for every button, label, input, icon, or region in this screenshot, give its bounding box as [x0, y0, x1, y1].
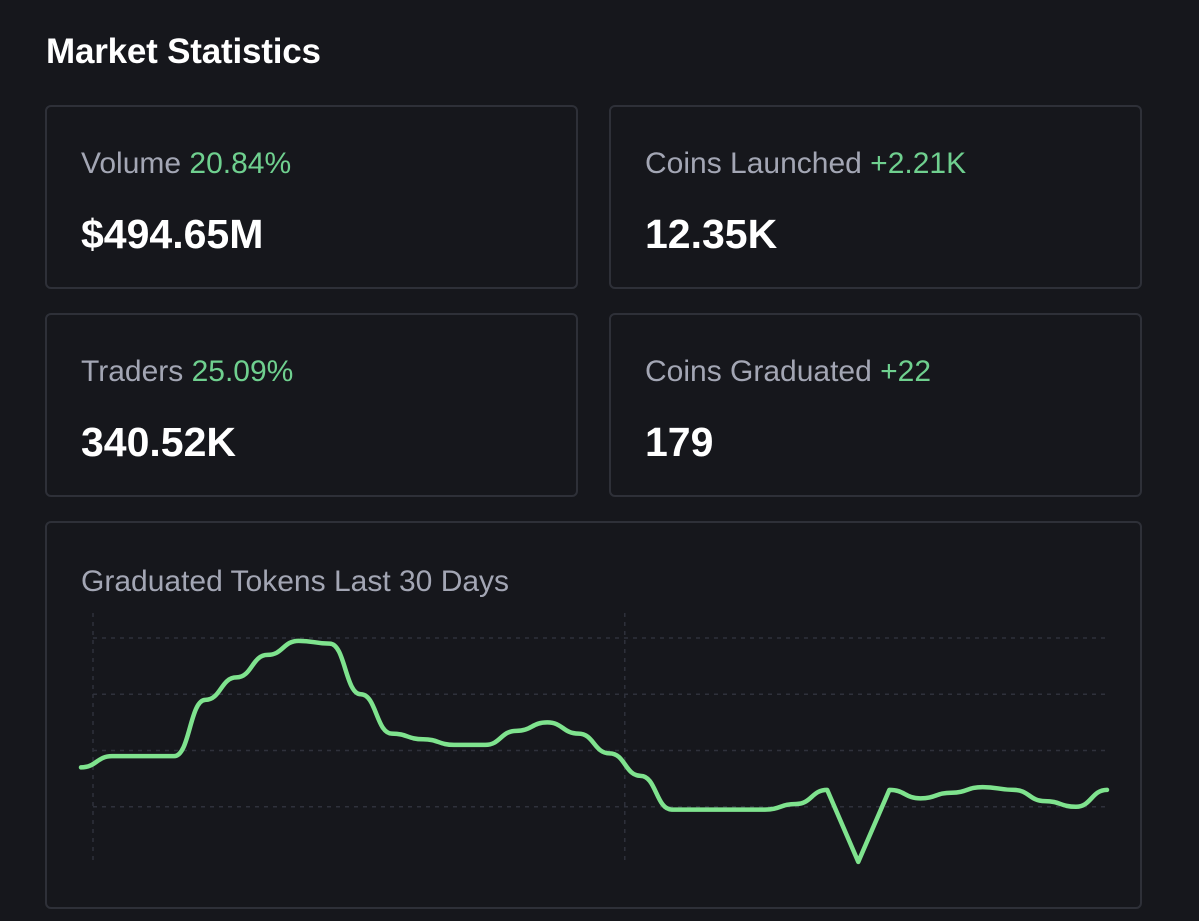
- stat-value: $494.65M: [81, 211, 264, 257]
- stat-label-row: Volume 20.84%: [81, 147, 291, 181]
- chart-card: Graduated Tokens Last 30 Days: [45, 521, 1142, 909]
- chart-title: Graduated Tokens Last 30 Days: [81, 565, 510, 598]
- stat-label-row: Coins Graduated +22: [645, 355, 931, 389]
- stat-change: 20.84%: [189, 147, 292, 180]
- section-title: Market Statistics: [46, 32, 321, 71]
- stat-label: Coins Launched: [645, 147, 862, 180]
- stat-card-volume: Volume 20.84% $494.65M: [45, 105, 578, 289]
- stat-label: Traders: [81, 355, 184, 388]
- stat-label-row: Traders 25.09%: [81, 355, 293, 389]
- stat-label: Coins Graduated: [645, 355, 872, 388]
- stat-label-row: Coins Launched +2.21K: [645, 147, 966, 181]
- stat-card-coins-graduated: Coins Graduated +22 179: [609, 313, 1142, 497]
- graduated-tokens-chart: [78, 613, 1110, 865]
- stat-label: Volume: [81, 147, 182, 180]
- stat-change: 25.09%: [191, 355, 294, 388]
- stat-value: 340.52K: [81, 419, 237, 465]
- series-line: [78, 638, 1110, 865]
- stat-value: 179: [645, 419, 714, 465]
- stat-change: +22: [880, 355, 932, 388]
- stat-change: +2.21K: [870, 147, 967, 180]
- stat-card-traders: Traders 25.09% 340.52K: [45, 313, 578, 497]
- stat-card-coins-launched: Coins Launched +2.21K 12.35K: [609, 105, 1142, 289]
- stat-value: 12.35K: [645, 211, 778, 257]
